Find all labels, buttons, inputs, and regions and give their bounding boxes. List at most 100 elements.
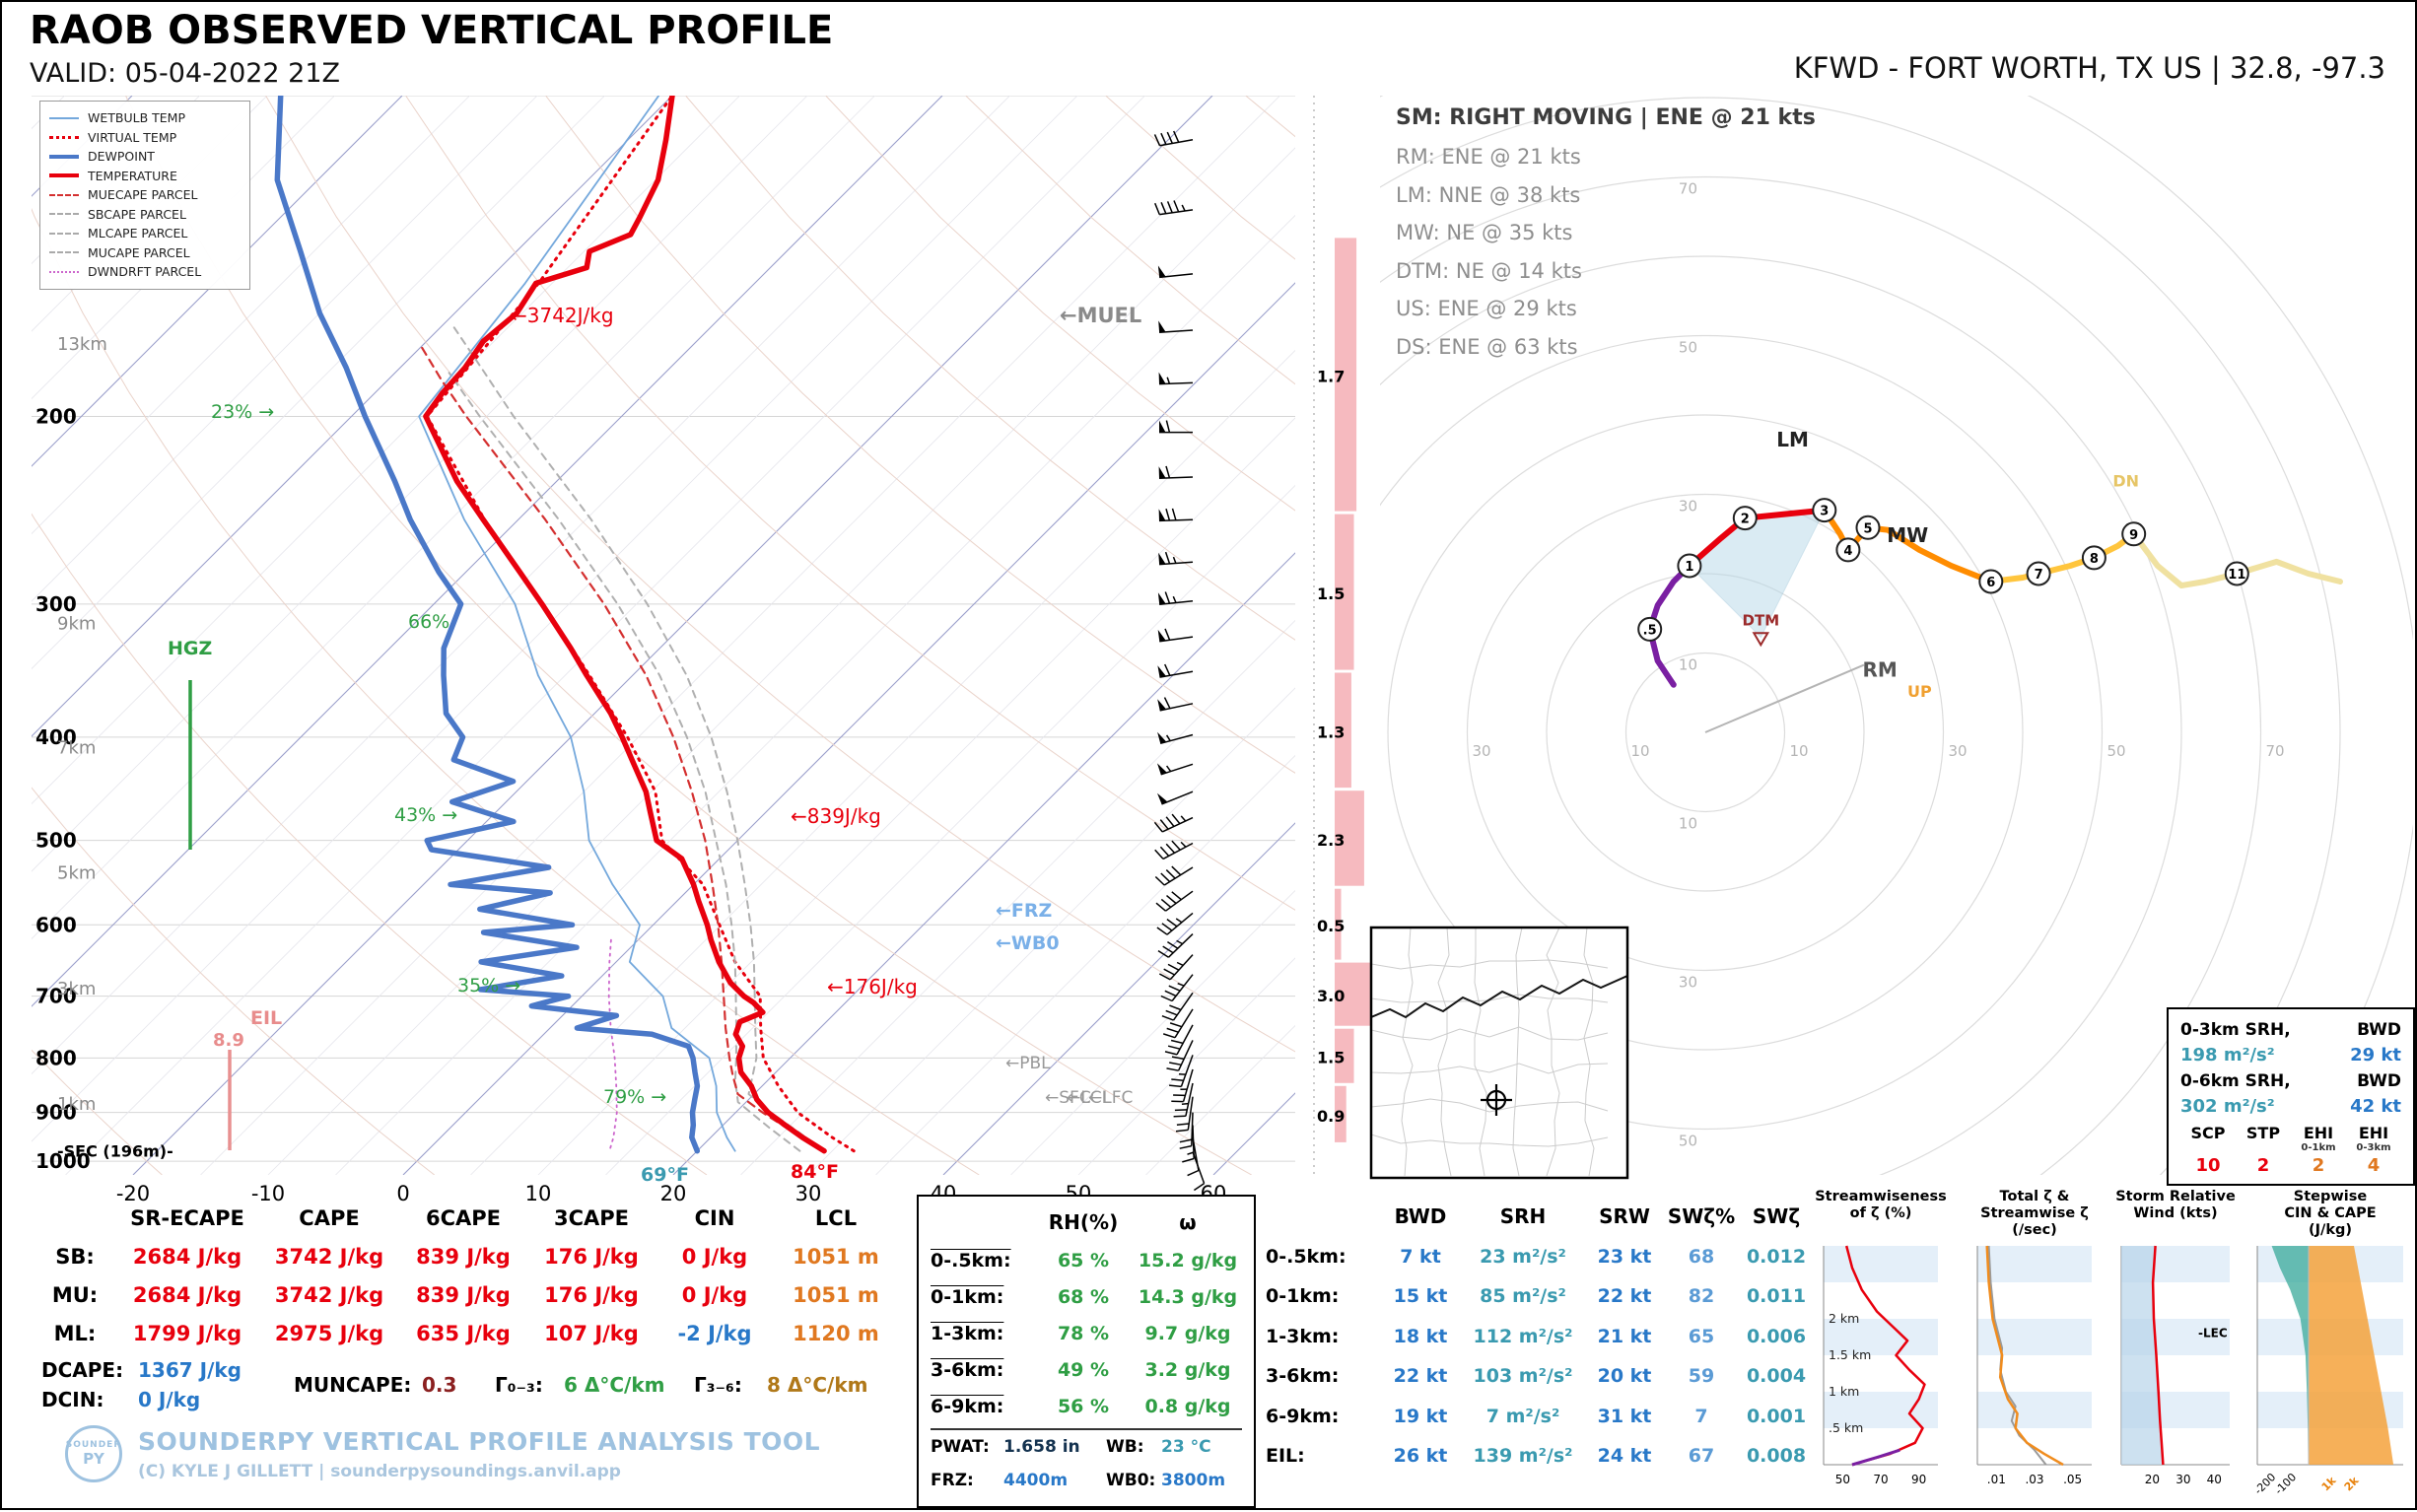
histogram-value: 1.5	[1317, 584, 1345, 603]
legend-item: SBCAPE PARCEL	[49, 205, 241, 225]
sub-header: 0-3km	[2346, 1142, 2401, 1155]
line	[1177, 963, 1183, 966]
kinematics-table: BWD SRH SRW SWζ% SWζ 0-.5km: 7 kt 23 m²/…	[1262, 1197, 1816, 1477]
line	[1155, 203, 1160, 214]
table-row: 3-6km: 22 kt 103 m²/s² 20 kt 59 0.004	[1262, 1356, 1816, 1397]
srh-value-row: 198 m²/s² 29 kt	[2180, 1043, 2401, 1068]
storm-motion-line: DTM: NE @ 14 kts	[1396, 252, 1816, 291]
line	[1167, 378, 1169, 383]
row-label: 6-9km:	[931, 1396, 1033, 1417]
cell: 18 kt	[1378, 1326, 1463, 1347]
wetbulb-zero-value: 3800m	[1161, 1471, 1242, 1490]
line	[1165, 1052, 1177, 1055]
hodo-marker-DTM: DTM	[1743, 611, 1780, 629]
scp-header: SCP	[2180, 1124, 2236, 1142]
wind-barb	[1155, 201, 1193, 215]
skewt-annotation: 8.9	[213, 1030, 244, 1051]
mini-chart-title: CIN & CAPE	[2284, 1205, 2376, 1221]
path	[1158, 266, 1166, 278]
cell: 82	[1666, 1285, 1737, 1307]
table-row: 1-3km: 78 % 9.7 g/kg	[931, 1315, 1242, 1351]
line	[1167, 942, 1178, 949]
table-row: 0-1km: 68 % 14.3 g/kg	[931, 1278, 1242, 1315]
skewt-annotation: ←WB0	[996, 932, 1060, 954]
line	[1165, 698, 1170, 709]
sub-header	[2236, 1142, 2291, 1155]
cell: 0.008	[1737, 1445, 1816, 1467]
legend-item: MLCAPE PARCEL	[49, 224, 241, 243]
isotherm-line	[201, 96, 1280, 1175]
cell: 26 kt	[1378, 1445, 1463, 1467]
ring-label: 10	[1679, 656, 1697, 674]
composite-indices: SCP STP EHI EHI 0-1km 0-3km 10 2 2 4	[2180, 1124, 2401, 1176]
pressure-tick-label: 300	[35, 592, 77, 616]
line	[1188, 1152, 1195, 1154]
wind-barb	[1161, 975, 1193, 1001]
ring-label: 10	[1790, 742, 1809, 760]
line	[1173, 596, 1176, 602]
row-label: 6-9km:	[1262, 1406, 1378, 1427]
row-label: 3-6km:	[1262, 1365, 1378, 1387]
row-label: SB:	[35, 1245, 114, 1269]
hodo-marker-RM: RM	[1862, 658, 1897, 682]
legend-item: VIRTUAL TEMP	[49, 128, 241, 148]
muncape-label: MUNCAPE:	[294, 1373, 411, 1397]
skewt-annotation: ←MUEL	[1060, 304, 1141, 327]
line	[1181, 816, 1186, 821]
mini-chart-title: (J/kg)	[2309, 1222, 2352, 1238]
skewt-annotation: ←LFC	[1088, 1088, 1133, 1108]
cell: 23 m²/s²	[1463, 1246, 1583, 1268]
frz-row: FRZ: 4400m WB0: 3800m	[931, 1464, 1242, 1497]
row-label: 1-3km:	[931, 1323, 1033, 1344]
cell: 0.011	[1737, 1285, 1816, 1307]
legend-item: TEMPERATURE	[49, 167, 241, 186]
hodo-height-marker-label: 3	[1820, 505, 1829, 519]
height-label: 13km	[57, 334, 107, 355]
cell: 24 kt	[1583, 1445, 1666, 1467]
cell: 3742 J/kg	[260, 1245, 398, 1269]
ring-label: 50	[2107, 742, 2126, 760]
hodo-marker-UP: UP	[1907, 682, 1932, 701]
legend-item: MUECAPE PARCEL	[49, 185, 241, 205]
skewt-annotation: 69°F	[641, 1164, 689, 1186]
height-label: 9km	[57, 614, 96, 635]
tick-label: 70	[1873, 1473, 1888, 1486]
path	[1159, 373, 1166, 384]
tick-label: .01	[1987, 1473, 2006, 1486]
line	[1167, 896, 1177, 904]
line	[1166, 466, 1169, 478]
line	[1166, 552, 1170, 564]
mini-chart-title: of ζ (%)	[1850, 1205, 1912, 1221]
line	[1182, 1104, 1189, 1105]
valid-time: VALID: 05-04-2022 21Z	[30, 58, 340, 89]
bwd-label: BWD	[2357, 1017, 2401, 1043]
line	[1164, 867, 1193, 885]
legend-label: DEWPOINT	[88, 149, 155, 164]
hodo-marker-MW: MW	[1887, 523, 1928, 547]
height-axis-label: 1 km	[1829, 1384, 1859, 1399]
line	[1157, 928, 1167, 934]
tick-label: 20	[2145, 1473, 2160, 1486]
cell: 20 kt	[1583, 1365, 1666, 1387]
pressure-tick-label: 600	[35, 913, 77, 936]
line	[1173, 509, 1176, 520]
mini-chart-title: Stepwise	[2294, 1189, 2368, 1204]
ehi-0-1-value: 2	[2291, 1155, 2346, 1176]
isotherm-line	[268, 96, 1347, 1175]
pressure-tick-label: 200	[35, 404, 77, 428]
mini-chart-curve	[1852, 1450, 1899, 1465]
dcape-label: DCAPE:	[41, 1358, 123, 1382]
wind-barb	[1158, 592, 1193, 605]
cell: 0.012	[1737, 1246, 1816, 1268]
mini-chart-title: Storm Relative	[2115, 1189, 2236, 1204]
hodo-height-marker-label: 8	[2090, 552, 2099, 567]
skewt-legend: WETBULB TEMP VIRTUAL TEMP DEWPOINT TEMPE…	[39, 101, 250, 290]
column-header: CIN	[655, 1206, 775, 1230]
legend-label: SBCAPE PARCEL	[88, 207, 186, 222]
freezing-level-label: FRZ:	[931, 1471, 1003, 1490]
cell: 68	[1666, 1246, 1737, 1268]
tick-label: 2k	[2342, 1474, 2362, 1493]
hodo-height-marker-label: 6	[1986, 576, 1995, 590]
cell: 112 m²/s²	[1463, 1326, 1583, 1347]
line	[1167, 920, 1177, 927]
